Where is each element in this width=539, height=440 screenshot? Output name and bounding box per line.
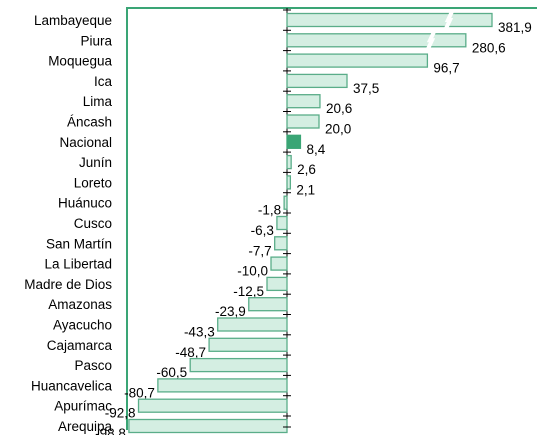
bar-moquegua <box>286 53 429 68</box>
category-label-piura: Piura <box>80 33 112 48</box>
value-label-cajamarca: -48,7 <box>175 345 206 360</box>
bar-junin <box>286 154 292 170</box>
bar-la-libertad <box>270 256 288 271</box>
value-label-moquegua: 96,7 <box>433 61 459 76</box>
value-label-huancavelica: -80,7 <box>124 385 155 400</box>
value-label-ayacucho: -43,3 <box>184 325 215 340</box>
category-label-ayacucho: Ayacucho <box>53 318 112 333</box>
category-label-loreto: Loreto <box>74 175 112 190</box>
category-label-huanuco: Huánuco <box>58 196 112 211</box>
value-label-apurimac: -92,8 <box>105 406 136 421</box>
category-label-huancavelica: Huancavelica <box>31 378 113 393</box>
value-label-cusco: -6,3 <box>251 223 274 238</box>
category-label-lima: Lima <box>83 94 113 109</box>
category-label-junin: Junín <box>79 155 112 170</box>
value-label-piura: 280,6 <box>472 40 506 55</box>
bar-cajamarca <box>208 337 288 352</box>
bar-loreto <box>286 175 292 190</box>
value-label-arequipa: -98,8 <box>95 426 126 435</box>
category-label-san-martin: San Martín <box>46 236 112 251</box>
value-label-lima: 20,6 <box>326 101 352 116</box>
value-label-pasco: -60,5 <box>156 365 187 380</box>
bar-amazonas <box>248 297 288 312</box>
category-label-madre-de-dios: Madre de Dios <box>24 277 112 292</box>
value-label-amazonas: -23,9 <box>215 304 246 319</box>
category-label-apurimac: Apurímac <box>54 399 112 414</box>
value-label-huanuco: -1,8 <box>258 203 281 218</box>
value-label-lambayeque: 381,9 <box>498 20 532 35</box>
chart-frame <box>126 7 537 430</box>
bar-lima <box>286 94 321 109</box>
value-label-nacional: 8,4 <box>306 142 325 157</box>
category-label-cusco: Cusco <box>74 216 112 231</box>
bar-huanuco <box>283 195 288 210</box>
category-label-moquegua: Moquegua <box>48 54 112 69</box>
category-label-ica: Ica <box>94 74 113 89</box>
bar-ica <box>286 73 348 89</box>
bar-ancash <box>286 114 320 129</box>
bar-apurimac <box>137 398 288 413</box>
category-label-nacional: Nacional <box>59 135 112 150</box>
axis-break-mark <box>426 30 436 50</box>
bar-arequipa <box>128 418 288 434</box>
bar-lambayeque <box>286 12 493 28</box>
value-label-loreto: 2,1 <box>296 182 315 197</box>
category-label-la-libertad: La Libertad <box>44 257 112 272</box>
category-label-amazonas: Amazonas <box>48 297 112 312</box>
category-label-pasco: Pasco <box>74 358 112 373</box>
bar-madre-de-dios <box>266 276 288 292</box>
value-label-ica: 37,5 <box>353 81 379 96</box>
category-label-lambayeque: Lambayeque <box>34 13 112 28</box>
value-label-san-martin: -7,7 <box>248 243 271 258</box>
axis-break-mark <box>444 10 454 30</box>
value-label-ancash: 20,0 <box>325 122 351 137</box>
bar-cusco <box>276 215 288 231</box>
value-label-madre-de-dios: -12,5 <box>233 284 264 299</box>
bar-san-martin <box>274 236 288 251</box>
value-label-junin: 2,6 <box>297 162 316 177</box>
bar-huancavelica <box>157 378 288 393</box>
category-label-ancash: Áncash <box>67 115 112 130</box>
bar-pasco <box>189 357 288 373</box>
bar-nacional <box>286 134 302 149</box>
category-label-arequipa: Arequipa <box>58 419 113 434</box>
value-label-la-libertad: -10,0 <box>237 264 268 279</box>
category-label-cajamarca: Cajamarca <box>47 338 113 353</box>
bar-ayacucho <box>217 317 288 332</box>
bar-piura <box>286 33 467 48</box>
